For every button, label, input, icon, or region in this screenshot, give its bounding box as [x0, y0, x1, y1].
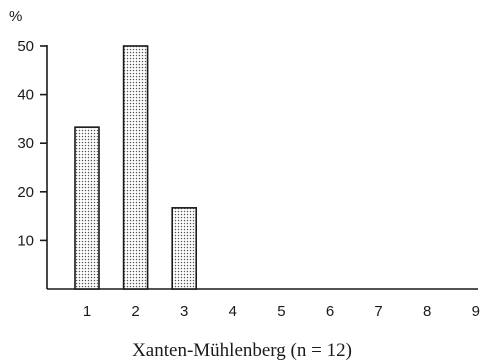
y-axis-unit-label: % [9, 8, 22, 25]
x-tick-label: 8 [423, 303, 431, 320]
y-tick-label: 20 [17, 184, 34, 201]
y-axis-ticks: 10 20 30 40 50 [17, 38, 47, 249]
x-tick-label: 3 [180, 303, 188, 320]
x-tick-label: 5 [277, 303, 285, 320]
y-tick-label: 30 [17, 135, 34, 152]
bar-3 [171, 207, 197, 290]
x-tick-label: 1 [83, 303, 91, 320]
y-tick-label: 50 [17, 38, 34, 55]
x-tick-label: 7 [374, 303, 382, 320]
y-tick-label: 10 [17, 232, 34, 249]
y-tick-label: 40 [17, 87, 34, 104]
bars [74, 45, 197, 290]
chart-caption: Xanten-Mühlenberg (n = 12) [132, 340, 352, 361]
x-tick-label: 9 [472, 303, 480, 320]
x-tick-label: 2 [131, 303, 139, 320]
x-tick-label: 4 [229, 303, 237, 320]
x-tick-label: 6 [326, 303, 334, 320]
x-axis-ticks: 1 2 3 4 5 6 7 8 9 [83, 303, 480, 320]
bar-2 [122, 45, 149, 290]
bar-1 [74, 126, 100, 290]
